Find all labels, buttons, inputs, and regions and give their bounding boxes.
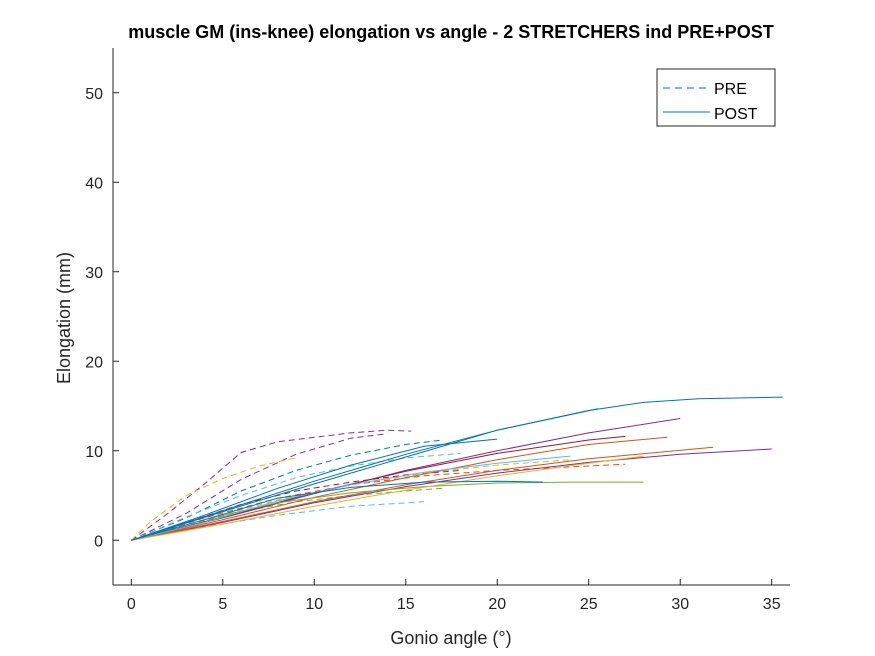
series-line-solid-15 bbox=[131, 448, 772, 541]
series-line-solid-11 bbox=[131, 408, 599, 541]
series-line-solid-17 bbox=[131, 481, 644, 541]
legend-label-pre: PRE bbox=[714, 81, 747, 98]
x-tick-label: 25 bbox=[580, 596, 598, 613]
series-line-dashed-2 bbox=[130, 457, 297, 541]
series-line-solid-20 bbox=[131, 480, 544, 541]
series-line-solid-16 bbox=[131, 446, 714, 541]
chart-title: muscle GM (ins-knee) elongation vs angle… bbox=[128, 22, 774, 42]
legend-label-post: POST bbox=[714, 106, 758, 123]
y-axis-label: Elongation (mm) bbox=[54, 252, 74, 384]
y-tick-label: 50 bbox=[85, 86, 103, 103]
y-tick-label: 40 bbox=[85, 175, 103, 192]
series-line-dashed-1 bbox=[131, 433, 388, 541]
y-tick-label: 0 bbox=[94, 533, 103, 550]
series-line-dashed-0 bbox=[131, 429, 412, 541]
ticks-layer: 0 5 10 15 20 25 30 35 0 10 20 30 40 50 bbox=[85, 86, 780, 613]
series-line-dashed-3 bbox=[131, 439, 443, 541]
series-line-solid-21 bbox=[131, 438, 498, 541]
x-tick-label: 10 bbox=[305, 596, 323, 613]
axes-layer bbox=[112, 48, 790, 586]
x-tick-label: 35 bbox=[763, 596, 781, 613]
series-line-solid-12 bbox=[131, 418, 681, 541]
series-line-dashed-8 bbox=[131, 459, 571, 541]
x-tick-label: 0 bbox=[127, 596, 136, 613]
series-line-solid-13 bbox=[131, 436, 668, 541]
series-line-solid-19 bbox=[131, 455, 644, 541]
x-tick-label: 5 bbox=[218, 596, 227, 613]
x-axis-label: Gonio angle (°) bbox=[390, 628, 511, 648]
series-line-solid-18 bbox=[131, 455, 571, 541]
x-tick-label: 15 bbox=[397, 596, 415, 613]
legend-box bbox=[656, 68, 776, 127]
x-tick-label: 30 bbox=[671, 596, 689, 613]
y-tick-label: 10 bbox=[85, 444, 103, 461]
legend: PRE POST bbox=[656, 68, 776, 127]
y-tick-label: 30 bbox=[85, 265, 103, 282]
y-tick-label: 20 bbox=[85, 354, 103, 371]
x-tick-label: 20 bbox=[488, 596, 506, 613]
series-layer bbox=[130, 396, 783, 541]
